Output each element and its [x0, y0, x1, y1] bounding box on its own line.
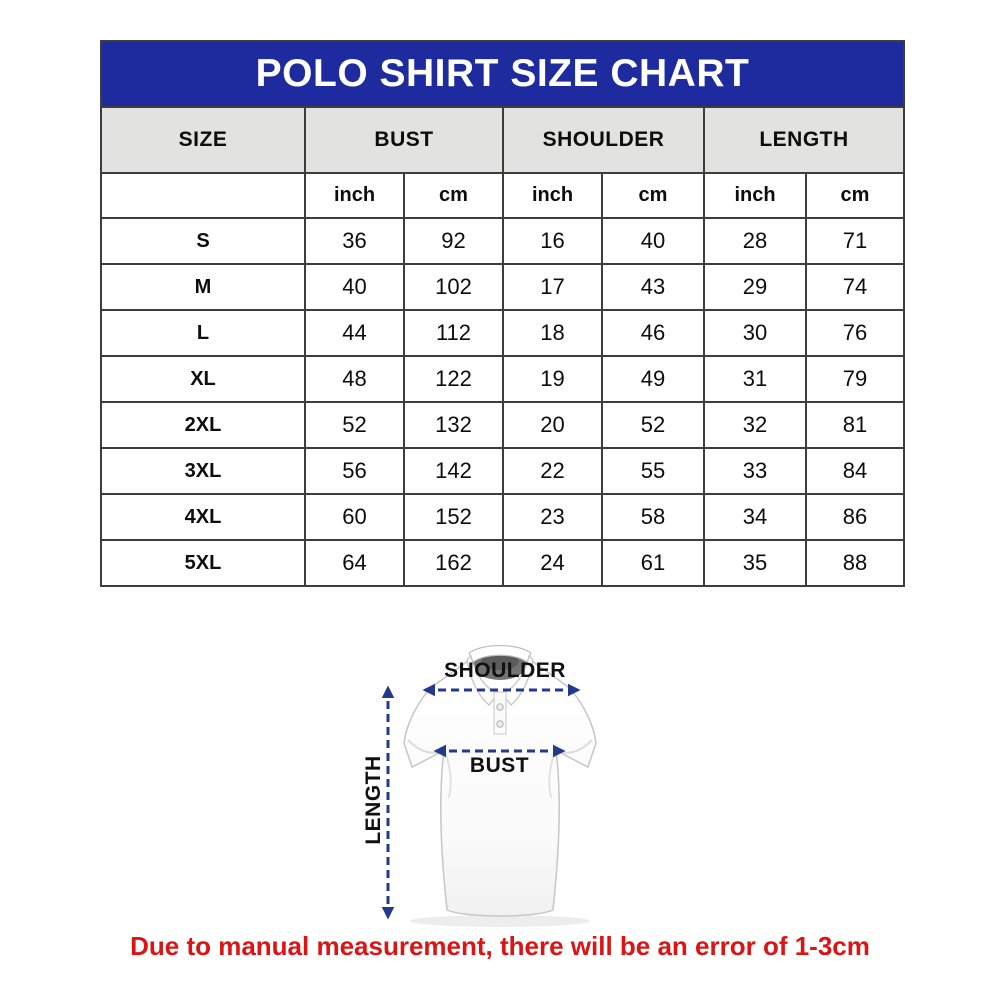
unit-header-empty — [100, 172, 306, 219]
unit-header: cm — [805, 172, 905, 219]
table-row-s: S 36 92 16 40 28 71 — [100, 217, 905, 265]
value-cell: 56 — [304, 447, 405, 495]
value-cell: 52 — [304, 401, 405, 449]
col-header-bust: BUST — [304, 106, 504, 174]
value-cell: 24 — [502, 539, 603, 587]
value-cell: 81 — [805, 401, 905, 449]
value-cell: 52 — [601, 401, 705, 449]
value-cell: 40 — [601, 217, 705, 265]
table-row-4xl: 4XL 60 152 23 58 34 86 — [100, 493, 905, 541]
value-cell: 17 — [502, 263, 603, 311]
button — [496, 703, 504, 711]
table-row-3xl: 3XL 56 142 22 55 33 84 — [100, 447, 905, 495]
value-cell: 43 — [601, 263, 705, 311]
unit-header: inch — [703, 172, 807, 219]
value-cell: 122 — [403, 355, 504, 403]
value-cell: 18 — [502, 309, 603, 357]
value-cell: 112 — [403, 309, 504, 357]
table-row-2xl: 2XL 52 132 20 52 32 81 — [100, 401, 905, 449]
shirt-collar — [466, 644, 534, 706]
button — [496, 720, 504, 728]
measurement-diagram: SHOULDER BUST LENGTH — [330, 640, 670, 940]
value-cell: 34 — [703, 493, 807, 541]
value-cell: 71 — [805, 217, 905, 265]
shirt-placket — [493, 691, 507, 735]
value-cell: 102 — [403, 263, 504, 311]
col-header-length: LENGTH — [703, 106, 905, 174]
unit-header: inch — [502, 172, 603, 219]
value-cell: 30 — [703, 309, 807, 357]
value-cell: 76 — [805, 309, 905, 357]
table-row-5xl: 5XL 64 162 24 61 35 88 — [100, 539, 905, 587]
value-cell: 79 — [805, 355, 905, 403]
size-label: 4XL — [100, 493, 306, 541]
value-cell: 142 — [403, 447, 504, 495]
size-label: XL — [100, 355, 306, 403]
polo-shirt-illustration — [381, 644, 597, 927]
size-label: S — [100, 217, 306, 265]
value-cell: 55 — [601, 447, 705, 495]
value-cell: 46 — [601, 309, 705, 357]
length-measure-label: LENGTH — [362, 755, 385, 845]
value-cell: 162 — [403, 539, 504, 587]
value-cell: 64 — [304, 539, 405, 587]
value-cell: 58 — [601, 493, 705, 541]
unit-header-row: inch cm inch cm inch cm — [100, 172, 905, 219]
value-cell: 49 — [601, 355, 705, 403]
size-label: 5XL — [100, 539, 306, 587]
value-cell: 84 — [805, 447, 905, 495]
unit-header: cm — [601, 172, 705, 219]
table-row-l: L 44 112 18 46 30 76 — [100, 309, 905, 357]
size-label: L — [100, 309, 306, 357]
value-cell: 86 — [805, 493, 905, 541]
value-cell: 16 — [502, 217, 603, 265]
bust-measure-label: BUST — [469, 754, 530, 777]
title-row: POLO SHIRT SIZE CHART — [100, 40, 905, 108]
size-label: 2XL — [100, 401, 306, 449]
value-cell: 22 — [502, 447, 603, 495]
value-cell: 20 — [502, 401, 603, 449]
col-header-shoulder: SHOULDER — [502, 106, 705, 174]
size-label: 3XL — [100, 447, 306, 495]
size-label: M — [100, 263, 306, 311]
shoulder-measure-label: SHOULDER — [444, 659, 566, 682]
value-cell: 31 — [703, 355, 807, 403]
shirt-shadow — [410, 915, 590, 927]
size-chart-table: POLO SHIRT SIZE CHART SIZE BUST SHOULDER… — [100, 40, 905, 587]
col-header-size: SIZE — [100, 106, 306, 174]
value-cell: 92 — [403, 217, 504, 265]
value-cell: 132 — [403, 401, 504, 449]
value-cell: 35 — [703, 539, 807, 587]
value-cell: 33 — [703, 447, 807, 495]
table-row-m: M 40 102 17 43 29 74 — [100, 263, 905, 311]
size-chart-section: POLO SHIRT SIZE CHART SIZE BUST SHOULDER… — [100, 40, 905, 587]
value-cell: 36 — [304, 217, 405, 265]
value-cell: 29 — [703, 263, 807, 311]
value-cell: 19 — [502, 355, 603, 403]
value-cell: 44 — [304, 309, 405, 357]
value-cell: 28 — [703, 217, 807, 265]
value-cell: 60 — [304, 493, 405, 541]
value-cell: 32 — [703, 401, 807, 449]
value-cell: 23 — [502, 493, 603, 541]
value-cell: 40 — [304, 263, 405, 311]
unit-header: cm — [403, 172, 504, 219]
value-cell: 74 — [805, 263, 905, 311]
unit-header: inch — [304, 172, 405, 219]
value-cell: 61 — [601, 539, 705, 587]
page-title: POLO SHIRT SIZE CHART — [100, 40, 905, 108]
column-header-row: SIZE BUST SHOULDER LENGTH — [100, 106, 905, 174]
value-cell: 88 — [805, 539, 905, 587]
value-cell: 152 — [403, 493, 504, 541]
value-cell: 48 — [304, 355, 405, 403]
measurement-error-note: Due to manual measurement, there will be… — [130, 931, 870, 961]
table-row-xl: XL 48 122 19 49 31 79 — [100, 355, 905, 403]
